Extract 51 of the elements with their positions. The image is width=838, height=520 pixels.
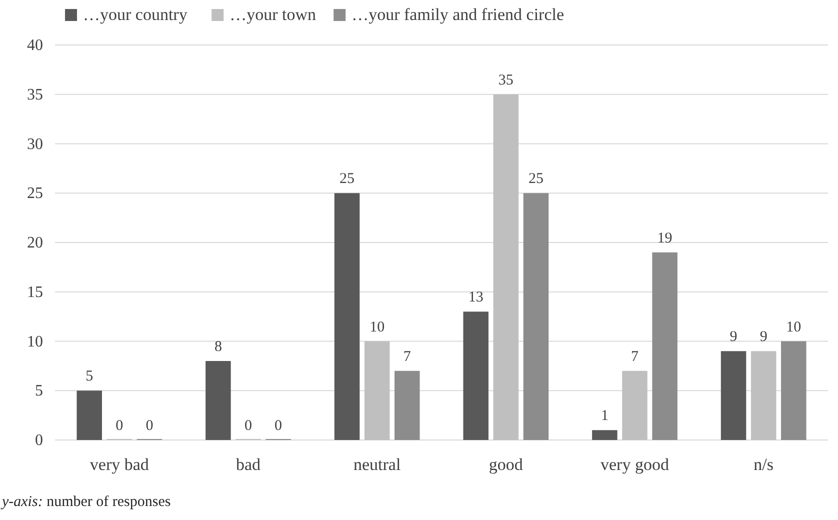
data-label: 1 bbox=[600, 408, 608, 424]
x-tick-label: bad bbox=[236, 455, 262, 474]
x-tick-label: very bad bbox=[90, 455, 150, 474]
data-label: 19 bbox=[657, 230, 672, 246]
bar bbox=[76, 390, 102, 440]
x-tick-label: n/s bbox=[754, 455, 774, 474]
bar bbox=[592, 430, 618, 440]
x-tick-label: good bbox=[488, 455, 524, 474]
bar bbox=[652, 252, 678, 440]
bar bbox=[750, 351, 776, 440]
bar bbox=[781, 341, 806, 440]
y-tick-label: 15 bbox=[27, 284, 43, 301]
text: y-axis: number of responses bbox=[0, 494, 171, 510]
bar bbox=[523, 193, 549, 440]
data-label: 35 bbox=[498, 72, 514, 88]
data-label: 8 bbox=[214, 339, 222, 355]
data-label: 0 bbox=[116, 418, 124, 434]
x-tick-label: very good bbox=[600, 455, 670, 474]
bar bbox=[334, 193, 360, 440]
data-label: 9 bbox=[730, 329, 738, 346]
data-label: 9 bbox=[760, 329, 768, 346]
x-tick-label: neutral bbox=[353, 455, 401, 474]
bar bbox=[622, 370, 648, 440]
bar bbox=[364, 341, 390, 440]
data-label: 25 bbox=[340, 171, 355, 188]
data-label: 10 bbox=[786, 319, 802, 336]
y-tick-label: 5 bbox=[35, 382, 43, 400]
y-tick-label: 20 bbox=[27, 234, 43, 252]
y-tick-label: 30 bbox=[27, 136, 43, 153]
y-tick-label: 40 bbox=[27, 37, 43, 54]
y-tick-label: 35 bbox=[27, 86, 43, 104]
data-label: 0 bbox=[244, 418, 252, 434]
bar bbox=[394, 370, 420, 440]
data-label: 7 bbox=[403, 348, 412, 365]
data-label: 0 bbox=[274, 418, 282, 434]
data-label: 10 bbox=[370, 319, 385, 336]
bar bbox=[206, 361, 231, 440]
bar bbox=[493, 94, 519, 440]
data-label: 0 bbox=[146, 418, 154, 434]
data-label: 5 bbox=[86, 368, 94, 385]
y-tick-label: 25 bbox=[27, 185, 43, 202]
y-tick-label: 10 bbox=[27, 333, 43, 350]
data-label: 13 bbox=[468, 290, 484, 306]
legend-label: …your town bbox=[230, 5, 317, 24]
data-label: 7 bbox=[631, 348, 639, 365]
bar bbox=[463, 312, 488, 440]
data-label: 25 bbox=[528, 171, 544, 188]
legend-label: …your family and friend circle bbox=[352, 5, 564, 24]
legend-label: …your country bbox=[83, 5, 188, 24]
bar bbox=[720, 351, 746, 440]
y-tick-label: 0 bbox=[35, 432, 43, 449]
